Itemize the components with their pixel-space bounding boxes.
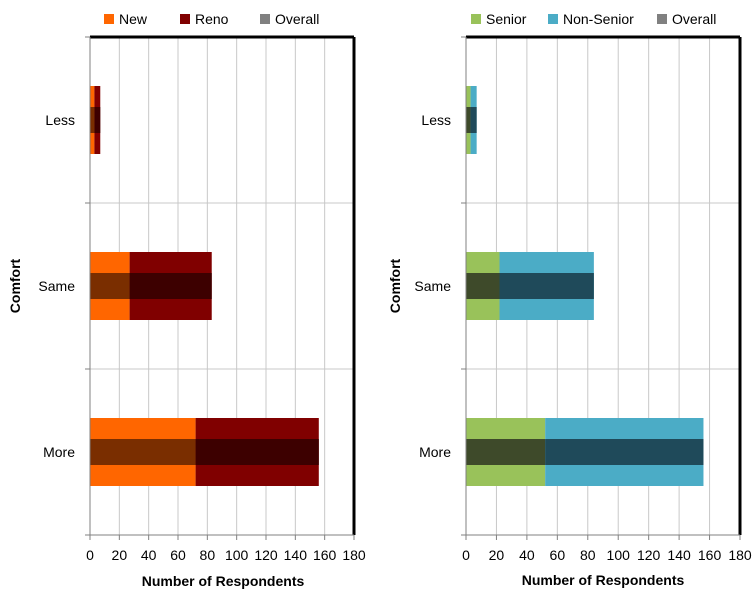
category-label: More	[43, 444, 75, 460]
y-axis-title: Comfort	[7, 258, 23, 313]
bar-overall-part2-same	[499, 273, 594, 299]
bar-overall-part2-less	[470, 107, 477, 133]
x-tick-label: 0	[462, 547, 470, 563]
x-tick-label: 20	[112, 547, 128, 563]
x-tick-label: 20	[489, 547, 505, 563]
x-tick-label: 100	[607, 547, 631, 563]
x-tick-label: 40	[519, 547, 535, 563]
x-tick-label: 120	[637, 547, 661, 563]
bar-overall-part2-more	[545, 439, 704, 465]
chart-panel-1: Less Same More 0 20 40 60 80 100 120 140 160 180 Numb…	[7, 11, 366, 589]
bar-overall-part1-more	[90, 439, 196, 465]
x-tick-label: 60	[550, 547, 566, 563]
x-tick-label: 160	[698, 547, 722, 563]
x-tick-label: 120	[254, 547, 278, 563]
legend-label: Non-Senior	[563, 11, 634, 27]
legend-label: Reno	[195, 11, 229, 27]
category-label: More	[419, 444, 451, 460]
x-tick-label: 100	[225, 547, 249, 563]
bar-overall-part1-same	[466, 273, 500, 299]
x-tick-label: 80	[200, 547, 216, 563]
category-label: Less	[45, 112, 75, 128]
legend-label: Overall	[672, 11, 716, 27]
x-tick-label: 160	[313, 547, 337, 563]
x-tick-label: 60	[170, 547, 186, 563]
x-axis-title: Number of Respondents	[522, 572, 685, 588]
x-tick-label: 80	[580, 547, 596, 563]
x-tick-label: 0	[86, 547, 94, 563]
bar-overall-part2-less	[94, 107, 101, 133]
legend-swatch-new	[104, 14, 114, 24]
category-label: Less	[421, 112, 451, 128]
bar-overall-part2-more	[195, 439, 319, 465]
y-axis-title: Comfort	[387, 258, 403, 313]
legend-swatch-reno	[180, 14, 190, 24]
chart-panel-2: Less Same More 0 20 40 60 80 100 120 140 160 180 Numb…	[387, 11, 752, 588]
x-tick-label: 40	[141, 547, 157, 563]
x-tick-label: 140	[667, 547, 691, 563]
x-tick-label: 140	[284, 547, 308, 563]
bar-overall-part1-same	[90, 273, 130, 299]
bar-overall-part2-same	[129, 273, 212, 299]
category-label: Same	[38, 278, 75, 294]
legend-swatch-overall	[260, 14, 270, 24]
legend-swatch-non-senior	[548, 14, 558, 24]
legend-label: Senior	[486, 11, 527, 27]
category-label: Same	[414, 278, 451, 294]
x-axis-title: Number of Respondents	[142, 573, 305, 589]
legend-swatch-overall	[657, 14, 667, 24]
legend-label: New	[119, 11, 148, 27]
legend-swatch-senior	[471, 14, 481, 24]
x-tick-label: 180	[342, 547, 366, 563]
legend-label: Overall	[275, 11, 319, 27]
x-tick-label: 180	[728, 547, 752, 563]
bar-overall-part1-less	[466, 107, 471, 133]
bar-overall-part1-more	[466, 439, 546, 465]
bar-overall-part1-less	[90, 107, 95, 133]
